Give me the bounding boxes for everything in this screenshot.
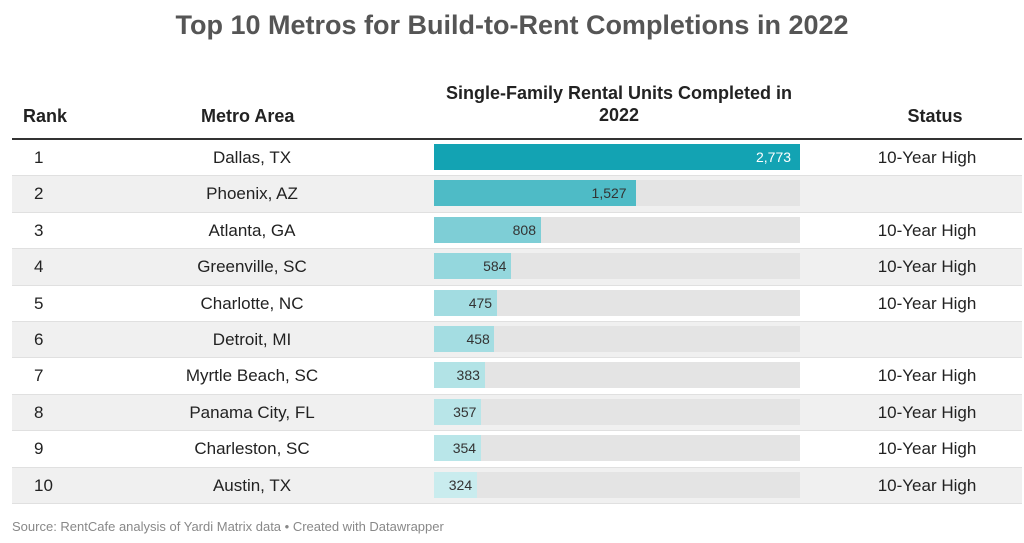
rank-cell: 5 xyxy=(34,293,44,313)
rank-cell: 1 xyxy=(34,148,44,167)
table-body: 1 Dallas, TX 2,773 10-Year High 2 Phoenix, AZ… xyxy=(12,140,1022,504)
bar xyxy=(434,435,481,462)
source-note: Source: RentCafe analysis of Yardi Matri… xyxy=(12,519,444,534)
status-cell xyxy=(867,176,987,211)
metro-cell: Austin, TX xyxy=(212,475,292,495)
bar-value-label: 1,527 xyxy=(591,185,627,202)
bar-value-label: 383 xyxy=(456,367,480,384)
table-row: 2 Phoenix, AZ 1,527 xyxy=(12,176,1022,213)
chart-title: Top 10 Metros for Build-to-Rent Completi… xyxy=(175,10,849,40)
bar-track: 475 xyxy=(434,289,800,316)
rank-cell: 10 xyxy=(34,475,53,495)
bar-value-label: 2,773 xyxy=(756,149,792,165)
status-cell: 10-Year High xyxy=(877,257,977,277)
bar-value-label: 324 xyxy=(448,476,473,493)
rank-cell: 4 xyxy=(34,257,44,277)
bar-track: 808 xyxy=(434,216,800,243)
table-row: 8 Panama City, FL 357 10-Year High xyxy=(12,394,1022,432)
bar-track: 324 xyxy=(434,471,800,498)
status-cell: 10-Year High xyxy=(877,220,977,240)
metro-cell: Dallas, TX xyxy=(212,148,292,167)
bar xyxy=(434,253,512,280)
table-row: 5 Charlotte, NC 475 10-Year High xyxy=(12,286,1022,322)
bar-track: 2,773 xyxy=(434,144,800,170)
status-cell: 10-Year High xyxy=(877,402,977,422)
bar xyxy=(434,180,636,207)
bar xyxy=(434,289,497,316)
table-row: 3 Atlanta, GA 808 10-Year High xyxy=(12,213,1022,250)
bar-value-label: 808 xyxy=(512,221,536,238)
table-row: 4 Greenville, SC 584 10-Year High xyxy=(12,249,1022,286)
header-metro-area: Metro Area xyxy=(201,106,295,126)
metro-cell: Atlanta, GA xyxy=(208,220,296,240)
bar xyxy=(434,216,541,243)
table-row: 7 Myrtle Beach, SC 383 10-Year High xyxy=(12,358,1022,395)
bar xyxy=(434,398,482,425)
rank-cell: 2 xyxy=(34,184,44,204)
status-cell: 10-Year High xyxy=(877,475,977,495)
table-row: 6 Detroit, MI 458 xyxy=(12,321,1022,359)
table-row: 10 Austin, TX 324 10-Year High xyxy=(12,467,1022,504)
bar-track: 458 xyxy=(434,325,800,352)
bar-track: 383 xyxy=(434,362,800,389)
status-cell: 10-Year High xyxy=(877,293,977,313)
rank-cell: 8 xyxy=(34,402,44,422)
bar-value-label: 475 xyxy=(468,294,493,311)
rank-cell: 9 xyxy=(34,439,44,459)
status-cell: 10-Year High xyxy=(877,148,977,167)
table-row: 1 Dallas, TX 2,773 10-Year High xyxy=(12,140,1022,177)
metro-cell: Panama City, FL xyxy=(189,402,315,422)
rank-cell: 3 xyxy=(34,220,44,240)
metro-cell: Charlotte, NC xyxy=(200,293,304,313)
bar-value-label: 357 xyxy=(453,403,477,420)
table-header: Rank Metro Area Single-Family Rental Uni… xyxy=(12,80,1022,140)
metro-cell: Myrtle Beach, SC xyxy=(185,366,319,386)
bar-track: 354 xyxy=(434,435,800,462)
rank-cell: 7 xyxy=(34,366,44,386)
status-cell xyxy=(867,322,987,357)
bar-value-label: 584 xyxy=(483,258,507,275)
metro-cell: Phoenix, AZ xyxy=(206,184,298,204)
status-cell: 10-Year High xyxy=(877,439,977,459)
bar-value-label: 458 xyxy=(466,330,490,347)
bar xyxy=(434,144,800,170)
header-status: Status xyxy=(907,106,963,126)
header-rank: Rank xyxy=(23,106,68,126)
bar-value-label: 354 xyxy=(452,440,477,457)
bar-track: 357 xyxy=(434,398,800,425)
bar-track: 584 xyxy=(434,253,800,280)
table-row: 9 Charleston, SC 354 10-Year High xyxy=(12,431,1022,468)
metro-cell: Charleston, SC xyxy=(194,439,310,459)
metro-cell: Greenville, SC xyxy=(197,257,307,277)
bar xyxy=(434,471,477,498)
rank-cell: 6 xyxy=(34,329,44,349)
bar-track: 1,527 xyxy=(434,180,800,207)
status-cell: 10-Year High xyxy=(877,366,977,386)
header-units-completed: Single-Family Rental Units Completed in … xyxy=(445,83,793,125)
bar xyxy=(434,325,495,352)
bar xyxy=(434,362,485,389)
metro-cell: Detroit, MI xyxy=(212,329,292,349)
